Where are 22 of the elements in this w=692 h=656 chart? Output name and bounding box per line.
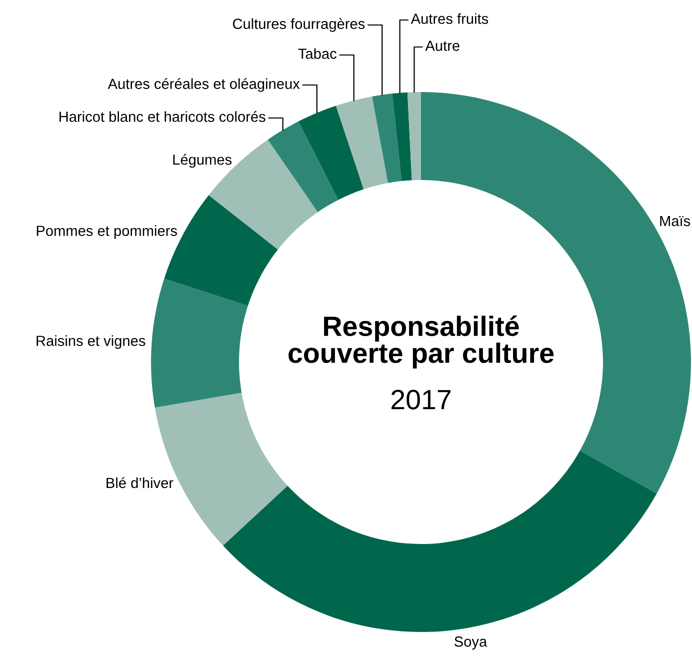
slice-label: Légumes [173, 154, 232, 168]
slice-label: Haricot blanc et haricots colorés [60, 111, 266, 122]
slice-label: Maïs [660, 216, 690, 226]
slice-label: Pommes et pommiers [36, 225, 177, 239]
slice-label: Blé d’hiver [106, 477, 174, 488]
text: Responsabilité couverte par culture [288, 315, 554, 369]
slice-label: Raisins et vignes [36, 335, 146, 349]
slice-label: Tabac [298, 48, 336, 59]
donut-slice [336, 96, 388, 190]
text: 2017 [392, 390, 451, 410]
donut-slice [298, 106, 364, 200]
slice-label: Autre [425, 40, 460, 51]
donut-slice [372, 94, 402, 184]
donut-slice [392, 92, 412, 182]
slice-label: Autres fruits [410, 13, 488, 24]
donut-slice [407, 92, 421, 180]
slice-label: Cultures fourragères [232, 18, 365, 32]
donut-slice [151, 278, 248, 408]
slice-label: Soya [454, 636, 488, 650]
slice-label: Autres céréales et oléagineux [108, 78, 300, 92]
donut-slice [268, 121, 338, 212]
donut-slice [223, 450, 657, 632]
